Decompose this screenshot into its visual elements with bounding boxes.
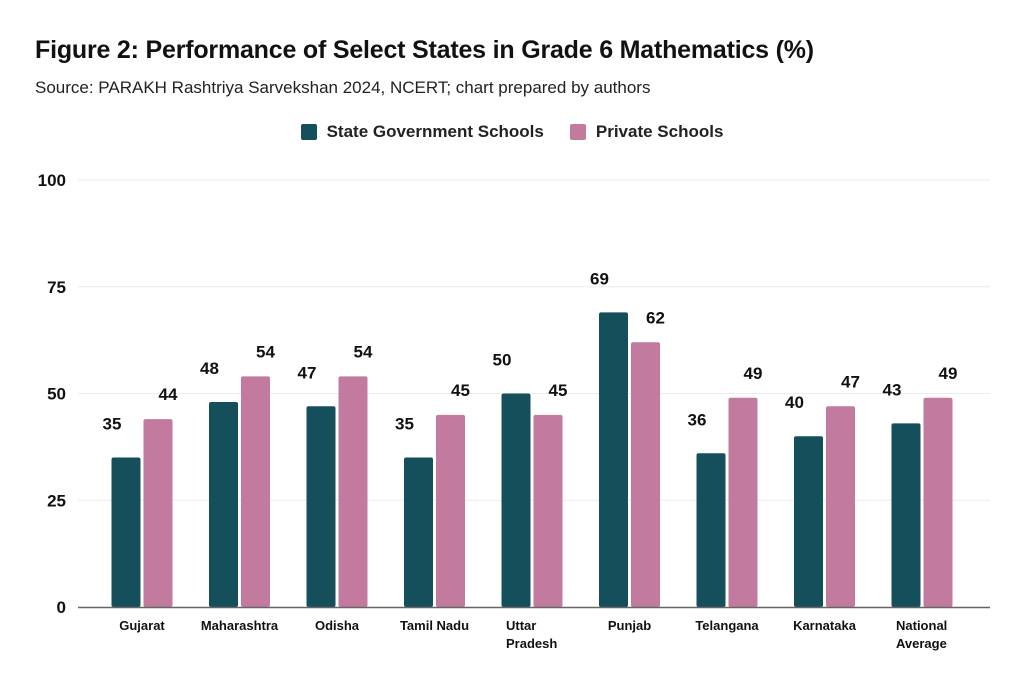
bar (728, 397, 758, 607)
bar (241, 376, 270, 607)
data-label: 45 (549, 381, 568, 400)
legend-label-state-government: State Government Schools (326, 122, 544, 141)
bar (143, 419, 173, 607)
x-tick-label: Average (896, 636, 947, 651)
y-tick-label: 25 (47, 491, 66, 510)
legend-item-private: Private Schools (569, 122, 724, 142)
bar (209, 402, 238, 607)
data-label: 47 (298, 363, 317, 382)
x-tick-label: Gujarat (119, 618, 165, 633)
legend-swatch-state-government (300, 124, 317, 140)
x-tick-label: National (896, 618, 947, 633)
data-label: 35 (103, 415, 122, 434)
chart-title: Figure 2: Performance of Select States i… (35, 36, 814, 64)
legend-swatch-private (569, 124, 586, 140)
x-tick-label: Punjab (608, 618, 651, 633)
data-label: 49 (744, 364, 763, 383)
x-tick-label: Karnataka (793, 618, 857, 633)
data-label: 54 (256, 342, 275, 361)
bar (111, 457, 141, 607)
data-label: 54 (354, 342, 373, 361)
chart-subtitle: Source: PARAKH Rashtriya Sarvekshan 2024… (35, 78, 651, 97)
x-tick-label: Telangana (695, 618, 759, 633)
bar (891, 423, 921, 607)
y-tick-label: 100 (38, 171, 66, 190)
bar (696, 453, 726, 607)
data-label: 36 (688, 410, 707, 429)
legend-item-state-government: State Government Schools (300, 122, 544, 142)
bar (533, 414, 563, 607)
data-label: 49 (939, 364, 958, 383)
bar (631, 342, 660, 607)
data-label: 43 (883, 380, 902, 399)
data-label: 44 (159, 385, 178, 404)
data-label: 47 (841, 372, 860, 391)
bar (599, 312, 628, 607)
data-label: 50 (493, 351, 512, 370)
data-label: 40 (785, 393, 804, 412)
bar (436, 414, 465, 607)
bar (338, 376, 368, 607)
bar (923, 397, 953, 607)
legend-label-private: Private Schools (595, 122, 724, 141)
x-tick-label: Uttar (506, 618, 536, 633)
y-tick-label: 75 (47, 278, 66, 297)
x-tick-label: Maharashtra (201, 618, 279, 633)
x-tick-label: Tamil Nadu (400, 618, 469, 633)
data-label: 69 (590, 269, 609, 288)
data-label: 35 (395, 415, 414, 434)
bar (826, 406, 855, 607)
bar (306, 406, 336, 607)
data-label: 62 (646, 308, 665, 327)
legend: State Government Schools Private Schools (0, 122, 1024, 142)
x-tick-label: Pradesh (506, 636, 557, 651)
bar (501, 393, 531, 607)
bar (404, 457, 433, 607)
y-tick-label: 0 (57, 598, 66, 617)
data-label: 48 (200, 359, 219, 378)
data-label: 45 (451, 381, 470, 400)
y-tick-label: 50 (47, 385, 66, 404)
x-tick-label: Odisha (315, 618, 360, 633)
bar (794, 436, 823, 607)
